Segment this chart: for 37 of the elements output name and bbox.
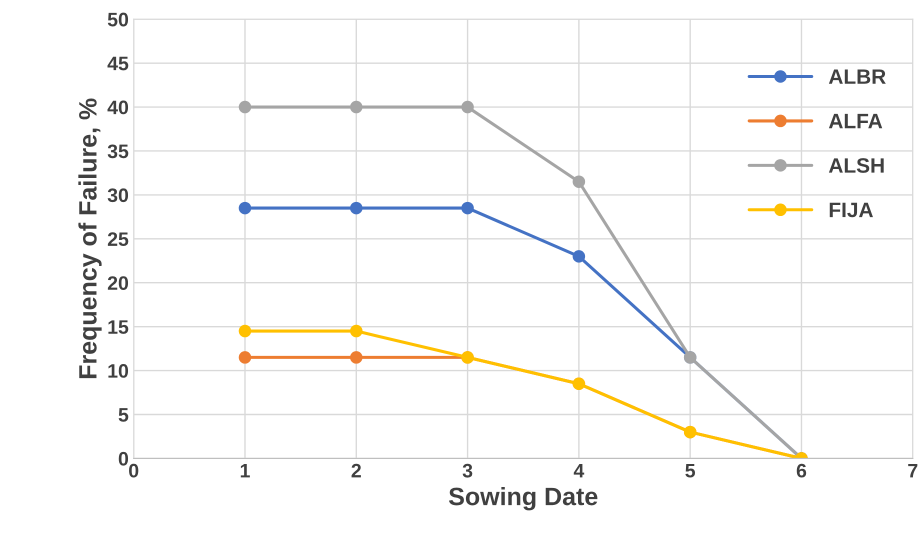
y-tick-label: 25 xyxy=(108,232,128,246)
x-tick-label: 4 xyxy=(574,464,584,478)
point xyxy=(572,175,586,188)
x-tick-label: 2 xyxy=(352,464,361,478)
point xyxy=(461,100,474,114)
y-tick-label: 15 xyxy=(108,320,128,334)
point xyxy=(350,324,363,338)
y-tick-label: 40 xyxy=(108,100,128,114)
legend-label: ALFA xyxy=(828,114,882,128)
y-tick-label: 10 xyxy=(108,364,128,378)
legend-label: FIJA xyxy=(830,202,873,218)
x-axis-title: Sowing Date xyxy=(448,486,598,510)
x-tick-label: 6 xyxy=(796,464,806,478)
x-tick-label: 7 xyxy=(908,464,918,478)
point xyxy=(238,100,252,114)
point xyxy=(350,351,363,364)
y-tick-label: 0 xyxy=(118,452,128,466)
x-tick-label: 3 xyxy=(462,464,472,478)
y-tick-label: 20 xyxy=(108,276,128,290)
y-axis-title: Frequency of Failure, % xyxy=(78,98,102,378)
y-tick-label: 30 xyxy=(108,188,128,202)
x-tick-label: 1 xyxy=(240,464,250,478)
point xyxy=(350,202,363,214)
y-tick-label: 35 xyxy=(108,144,128,158)
x-tick-label: 5 xyxy=(685,464,696,478)
y-tick-label: 45 xyxy=(108,56,128,70)
point xyxy=(350,100,363,114)
point xyxy=(572,250,586,263)
point xyxy=(461,202,474,214)
point xyxy=(238,202,252,214)
point xyxy=(238,324,252,338)
point xyxy=(238,351,252,364)
legend-label: ALSH xyxy=(828,158,884,173)
x-tick-label: 0 xyxy=(129,464,138,478)
legend-label: ALBR xyxy=(828,69,886,84)
y-tick-label: 50 xyxy=(108,12,128,26)
y-tick-label: 5 xyxy=(118,408,128,422)
